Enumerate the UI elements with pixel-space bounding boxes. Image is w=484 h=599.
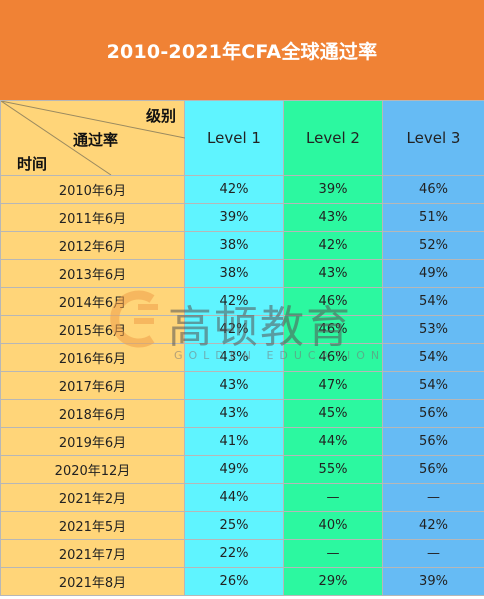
level-1-cell: 44% bbox=[184, 483, 284, 512]
corner-label-time: 时间 bbox=[17, 155, 48, 173]
date-cell: 2017年6月 bbox=[0, 371, 185, 400]
date-cell: 2021年2月 bbox=[0, 483, 185, 512]
level-3-cell: 42% bbox=[382, 511, 484, 540]
table-row: 2021年7月 22% — — bbox=[0, 539, 484, 568]
table-row: 2021年2月 44% — — bbox=[0, 483, 484, 512]
table-row: 2017年6月 43% 47% 54% bbox=[0, 371, 484, 400]
level-1-cell: 43% bbox=[184, 399, 284, 428]
table-row: 2014年6月 42% 46% 54% bbox=[0, 287, 484, 316]
level-3-cell: 49% bbox=[382, 259, 484, 288]
level-2-cell: 46% bbox=[283, 315, 383, 344]
diagonal-lines-icon bbox=[1, 101, 185, 175]
level-1-cell: 38% bbox=[184, 259, 284, 288]
level-3-cell: 56% bbox=[382, 427, 484, 456]
level-2-cell: 39% bbox=[283, 175, 383, 204]
level-3-cell: 39% bbox=[382, 567, 484, 596]
date-cell: 2010年6月 bbox=[0, 175, 185, 204]
level-3-cell: — bbox=[382, 483, 484, 512]
level-3-cell: 56% bbox=[382, 399, 484, 428]
level-1-cell: 42% bbox=[184, 315, 284, 344]
table-row: 2021年5月 25% 40% 42% bbox=[0, 511, 484, 540]
table-row: 2016年6月 43% 46% 54% bbox=[0, 343, 484, 372]
table-row: 2010年6月 42% 39% 46% bbox=[0, 175, 484, 204]
level-2-cell: — bbox=[283, 539, 383, 568]
level-2-cell: 44% bbox=[283, 427, 383, 456]
level-3-cell: 53% bbox=[382, 315, 484, 344]
level-1-cell: 43% bbox=[184, 371, 284, 400]
level-3-cell: 54% bbox=[382, 371, 484, 400]
date-cell: 2014年6月 bbox=[0, 287, 185, 316]
page-title: 2010-2021年CFA全球通过率 bbox=[0, 0, 484, 100]
level-3-cell: 54% bbox=[382, 343, 484, 372]
pass-rate-table: 级别 通过率 时间 Level 1 Level 2 Level 3 2010年6… bbox=[0, 100, 484, 596]
date-cell: 2018年6月 bbox=[0, 399, 185, 428]
level-1-cell: 25% bbox=[184, 511, 284, 540]
level-2-cell: — bbox=[283, 483, 383, 512]
level-1-cell: 42% bbox=[184, 287, 284, 316]
date-cell: 2019年6月 bbox=[0, 427, 185, 456]
header-level-2: Level 2 bbox=[283, 100, 383, 176]
date-cell: 2020年12月 bbox=[0, 455, 185, 484]
level-2-cell: 47% bbox=[283, 371, 383, 400]
level-2-cell: 43% bbox=[283, 259, 383, 288]
date-cell: 2021年8月 bbox=[0, 567, 185, 596]
date-cell: 2011年6月 bbox=[0, 203, 185, 232]
level-2-cell: 45% bbox=[283, 399, 383, 428]
level-1-cell: 39% bbox=[184, 203, 284, 232]
corner-header-cell: 级别 通过率 时间 bbox=[0, 100, 185, 176]
level-2-cell: 29% bbox=[283, 567, 383, 596]
level-3-cell: 51% bbox=[382, 203, 484, 232]
level-1-cell: 38% bbox=[184, 231, 284, 260]
level-1-cell: 22% bbox=[184, 539, 284, 568]
table-row: 2019年6月 41% 44% 56% bbox=[0, 427, 484, 456]
level-2-cell: 46% bbox=[283, 343, 383, 372]
date-cell: 2021年7月 bbox=[0, 539, 185, 568]
level-3-cell: 52% bbox=[382, 231, 484, 260]
level-2-cell: 46% bbox=[283, 287, 383, 316]
level-1-cell: 43% bbox=[184, 343, 284, 372]
level-1-cell: 42% bbox=[184, 175, 284, 204]
level-3-cell: — bbox=[382, 539, 484, 568]
level-2-cell: 42% bbox=[283, 231, 383, 260]
corner-label-level: 级别 bbox=[145, 107, 176, 125]
level-1-cell: 41% bbox=[184, 427, 284, 456]
table-row: 2020年12月 49% 55% 56% bbox=[0, 455, 484, 484]
table-row: 2012年6月 38% 42% 52% bbox=[0, 231, 484, 260]
date-cell: 2016年6月 bbox=[0, 343, 185, 372]
date-cell: 2015年6月 bbox=[0, 315, 185, 344]
level-3-cell: 56% bbox=[382, 455, 484, 484]
table-row: 2011年6月 39% 43% 51% bbox=[0, 203, 484, 232]
table-row: 2015年6月 42% 46% 53% bbox=[0, 315, 484, 344]
corner-label-rate: 通过率 bbox=[73, 131, 119, 149]
header-level-1: Level 1 bbox=[184, 100, 284, 176]
level-1-cell: 26% bbox=[184, 567, 284, 596]
date-cell: 2012年6月 bbox=[0, 231, 185, 260]
level-3-cell: 46% bbox=[382, 175, 484, 204]
level-1-cell: 49% bbox=[184, 455, 284, 484]
table-header-row: 级别 通过率 时间 Level 1 Level 2 Level 3 bbox=[0, 100, 484, 176]
level-2-cell: 55% bbox=[283, 455, 383, 484]
level-2-cell: 40% bbox=[283, 511, 383, 540]
date-cell: 2021年5月 bbox=[0, 511, 185, 540]
date-cell: 2013年6月 bbox=[0, 259, 185, 288]
level-3-cell: 54% bbox=[382, 287, 484, 316]
table-row: 2013年6月 38% 43% 49% bbox=[0, 259, 484, 288]
table-row: 2021年8月 26% 29% 39% bbox=[0, 567, 484, 596]
table-row: 2018年6月 43% 45% 56% bbox=[0, 399, 484, 428]
level-2-cell: 43% bbox=[283, 203, 383, 232]
header-level-3: Level 3 bbox=[382, 100, 484, 176]
